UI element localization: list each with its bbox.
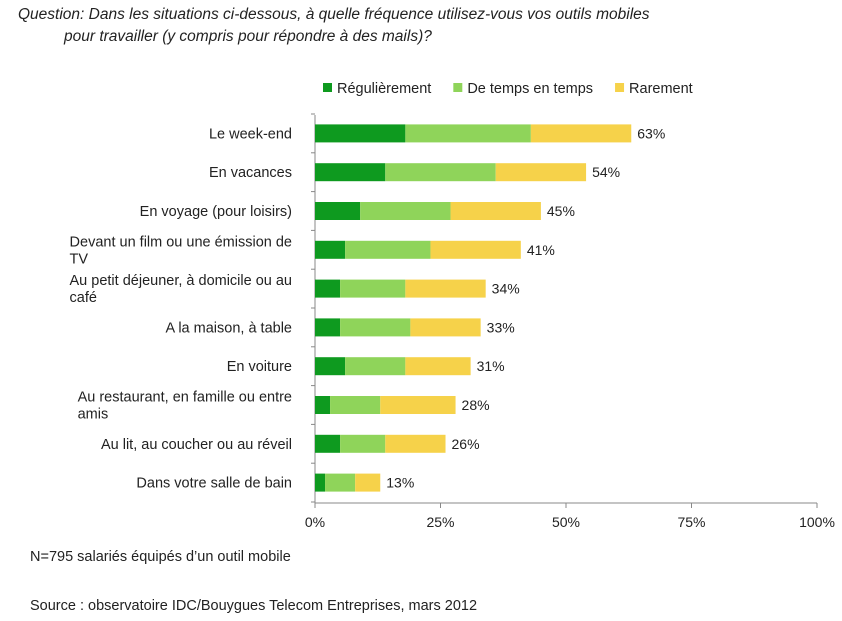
bar-rarement: [380, 396, 456, 414]
legend-label-rarement: Rarement: [629, 81, 693, 97]
x-tick-label: 50%: [552, 514, 580, 530]
bar-rarement: [405, 279, 486, 298]
sample-size-note: N=795 salariés équipés d’un outil mobile: [30, 549, 291, 565]
question-line-1: Question: Dans les situations ci-dessous…: [18, 6, 650, 23]
total-label: 34%: [492, 281, 520, 297]
total-label: 45%: [547, 203, 575, 219]
chart-question: Question: Dans les situations ci-dessous…: [18, 4, 798, 48]
source-note: Source : observatoire IDC/Bouygues Telec…: [30, 598, 478, 614]
total-label: 54%: [592, 164, 620, 180]
legend-label-de-temps-en-temps: De temps en temps: [467, 81, 593, 97]
x-tick-label: 100%: [799, 514, 835, 530]
category-label: En vacances: [209, 165, 292, 181]
category-label: A la maison, à table: [165, 320, 292, 336]
bar-rarement: [405, 357, 471, 376]
bar-regulierement: [315, 163, 386, 182]
category-label: Dans votre salle de bain: [136, 476, 292, 492]
category-label: Au restaurant, en famille ou entre amis: [78, 390, 292, 423]
bar-rarement: [355, 473, 381, 492]
bar-regulierement: [315, 434, 341, 453]
question-line-2: pour travailler (y compris pour répondre…: [64, 28, 432, 45]
bar-rarement: [430, 240, 521, 259]
bar-regulierement: [315, 318, 341, 337]
bar-regulierement: [315, 357, 346, 376]
bar-de-temps-en-temps: [340, 318, 411, 337]
category-label: Au lit, au coucher ou au réveil: [101, 437, 292, 453]
total-label: 28%: [462, 397, 490, 413]
legend-label-regulierement: Régulièrement: [337, 81, 431, 97]
total-label: 31%: [477, 358, 505, 374]
bar-de-temps-en-temps: [345, 357, 406, 376]
legend-swatch-rarement: [615, 83, 625, 92]
total-label: 26%: [452, 436, 480, 452]
total-label: 41%: [527, 242, 555, 258]
x-tick-label: 75%: [677, 514, 705, 530]
bar-de-temps-en-temps: [325, 473, 356, 492]
category-label: Devant un film ou une émission de TV: [70, 234, 292, 267]
stacked-bar-chart: 0% 25% 50% 75% 100% 63% Le week-end 54% En vacan…: [70, 81, 835, 530]
category-label: En voyage (pour loisirs): [140, 204, 292, 220]
bar-rarement: [530, 124, 632, 143]
total-label: 33%: [487, 319, 515, 335]
total-label: 13%: [386, 475, 414, 491]
bar-regulierement: [315, 202, 361, 220]
bar-de-temps-en-temps: [340, 279, 406, 298]
bar-de-temps-en-temps: [340, 434, 386, 453]
legend-swatch-regulierement: [323, 83, 332, 92]
total-label: 63%: [637, 125, 665, 141]
bar-de-temps-en-temps: [385, 163, 496, 182]
bar-rarement: [495, 163, 587, 182]
bar-de-temps-en-temps: [345, 240, 431, 259]
bar-de-temps-en-temps: [360, 202, 451, 220]
bar-rarement: [410, 318, 481, 337]
x-tick-label: 0%: [305, 514, 325, 530]
category-label: En voiture: [227, 359, 292, 375]
bar-de-temps-en-temps: [330, 396, 381, 414]
category-label: Au petit déjeuner, à domicile ou au café: [70, 273, 292, 306]
category-label: Le week-end: [209, 126, 292, 142]
bar-regulierement: [315, 396, 331, 414]
bar-regulierement: [315, 240, 346, 259]
bar-rarement: [450, 202, 541, 220]
bar-regulierement: [315, 473, 326, 492]
x-tick-label: 25%: [426, 514, 454, 530]
bar-de-temps-en-temps: [405, 124, 531, 143]
bar-regulierement: [315, 124, 406, 143]
legend-swatch-de-temps-en-temps: [453, 83, 463, 92]
bar-regulierement: [315, 279, 341, 298]
bar-rarement: [385, 434, 446, 453]
